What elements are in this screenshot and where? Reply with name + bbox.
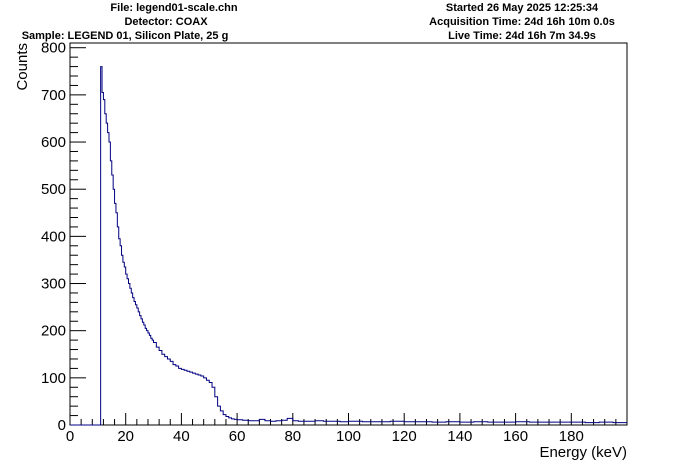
detector-label: Detector: COAX (124, 16, 208, 28)
start-time-label: Started 26 May 2025 12:25:34 (445, 2, 599, 14)
file-label: File: legend01-scale.chn (110, 2, 238, 14)
sample-label: Sample: LEGEND 01, Silicon Plate, 25 g (21, 30, 229, 42)
x-axis-label: Energy (keV) (539, 444, 627, 461)
acquisition-time-label: Acquisition Time: 24d 16h 10m 0.0s (429, 16, 615, 28)
y-tick-label: 300 (41, 276, 66, 293)
y-tick-label: 200 (41, 323, 66, 340)
x-tick-label: 0 (66, 428, 74, 445)
y-tick-label: 600 (41, 134, 66, 151)
plot-frame (69, 42, 628, 426)
x-tick-label: 40 (173, 428, 190, 445)
y-tick-label: 500 (41, 181, 66, 198)
y-tick-label: 100 (41, 370, 66, 387)
y-tick-label: 700 (41, 87, 66, 104)
live-time-label: Live Time: 24d 16h 7m 34.9s (448, 30, 596, 42)
y-tick-label: 400 (41, 228, 66, 245)
y-tick-label: 0 (58, 417, 66, 434)
x-tick-label: 120 (392, 428, 417, 445)
x-tick-label: 60 (229, 428, 246, 445)
x-tick-label: 100 (336, 428, 361, 445)
x-tick-label: 140 (447, 428, 472, 445)
y-tick-label: 800 (41, 40, 66, 57)
x-tick-label: 160 (503, 428, 528, 445)
y-axis-label: Counts (14, 43, 31, 91)
x-tick-label: 180 (559, 428, 584, 445)
spectrum-line (70, 66, 627, 426)
x-tick-label: 80 (284, 428, 301, 445)
x-tick-label: 20 (117, 428, 134, 445)
